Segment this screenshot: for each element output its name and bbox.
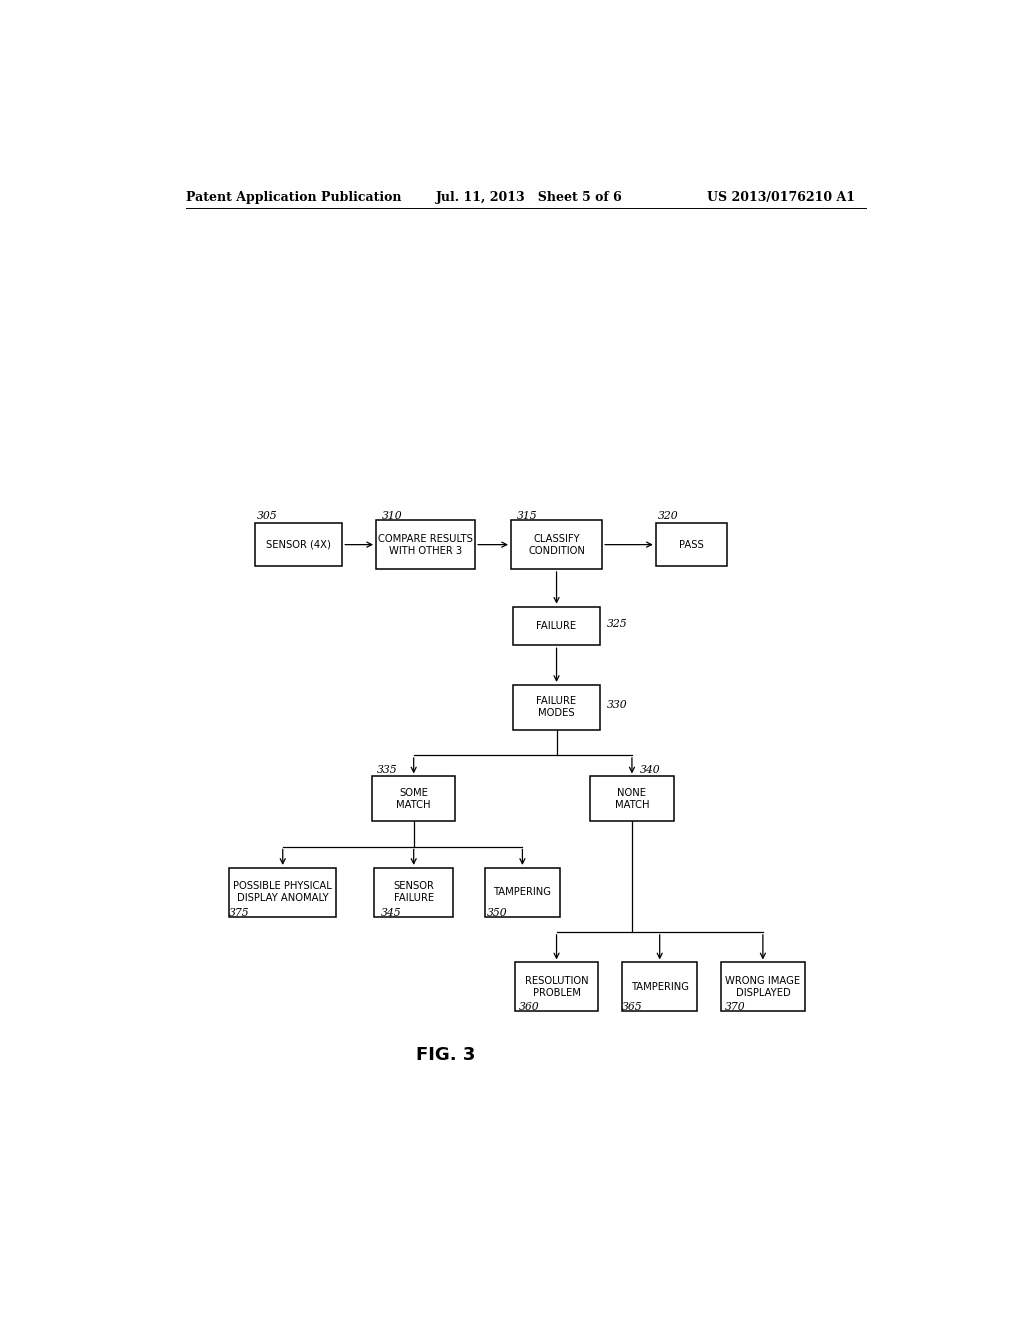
Text: 375: 375	[228, 908, 250, 917]
Text: 360: 360	[518, 1002, 539, 1012]
FancyBboxPatch shape	[515, 962, 598, 1011]
Text: TAMPERING: TAMPERING	[631, 982, 689, 991]
FancyBboxPatch shape	[622, 962, 697, 1011]
Text: RESOLUTION
PROBLEM: RESOLUTION PROBLEM	[524, 975, 589, 998]
Text: PASS: PASS	[679, 540, 703, 549]
Text: Patent Application Publication: Patent Application Publication	[186, 190, 401, 203]
FancyBboxPatch shape	[376, 520, 475, 569]
FancyBboxPatch shape	[484, 867, 560, 916]
Text: 365: 365	[622, 1002, 642, 1012]
Text: 345: 345	[380, 908, 401, 917]
FancyBboxPatch shape	[372, 776, 456, 821]
Text: COMPARE RESULTS
WITH OTHER 3: COMPARE RESULTS WITH OTHER 3	[378, 533, 473, 556]
FancyBboxPatch shape	[590, 776, 674, 821]
Text: US 2013/0176210 A1: US 2013/0176210 A1	[708, 190, 855, 203]
Text: FAILURE: FAILURE	[537, 620, 577, 631]
Text: POSSIBLE PHYSICAL
DISPLAY ANOMALY: POSSIBLE PHYSICAL DISPLAY ANOMALY	[233, 882, 332, 903]
Text: 340: 340	[640, 766, 660, 775]
Text: 350: 350	[486, 908, 507, 917]
Text: WRONG IMAGE
DISPLAYED: WRONG IMAGE DISPLAYED	[725, 975, 801, 998]
Text: SENSOR (4X): SENSOR (4X)	[266, 540, 331, 549]
Text: 310: 310	[382, 511, 402, 521]
Text: NONE
MATCH: NONE MATCH	[614, 788, 649, 809]
FancyBboxPatch shape	[513, 607, 600, 645]
Text: CLASSIFY
CONDITION: CLASSIFY CONDITION	[528, 533, 585, 556]
FancyBboxPatch shape	[511, 520, 602, 569]
FancyBboxPatch shape	[374, 867, 454, 916]
Text: 320: 320	[658, 511, 679, 521]
Text: SENSOR
FAILURE: SENSOR FAILURE	[393, 882, 434, 903]
Text: 305: 305	[257, 511, 278, 521]
Text: SOME
MATCH: SOME MATCH	[396, 788, 431, 809]
FancyBboxPatch shape	[721, 962, 805, 1011]
Text: 315: 315	[517, 511, 538, 521]
Text: 330: 330	[606, 700, 627, 710]
Text: 335: 335	[377, 766, 397, 775]
Text: 325: 325	[606, 619, 627, 628]
FancyBboxPatch shape	[255, 523, 342, 566]
FancyBboxPatch shape	[655, 523, 727, 566]
FancyBboxPatch shape	[229, 867, 336, 916]
Text: Jul. 11, 2013   Sheet 5 of 6: Jul. 11, 2013 Sheet 5 of 6	[436, 190, 623, 203]
Text: 370: 370	[725, 1002, 745, 1012]
Text: FIG. 3: FIG. 3	[416, 1045, 475, 1064]
Text: FAILURE
MODES: FAILURE MODES	[537, 696, 577, 718]
FancyBboxPatch shape	[513, 685, 600, 730]
Text: TAMPERING: TAMPERING	[494, 887, 551, 898]
